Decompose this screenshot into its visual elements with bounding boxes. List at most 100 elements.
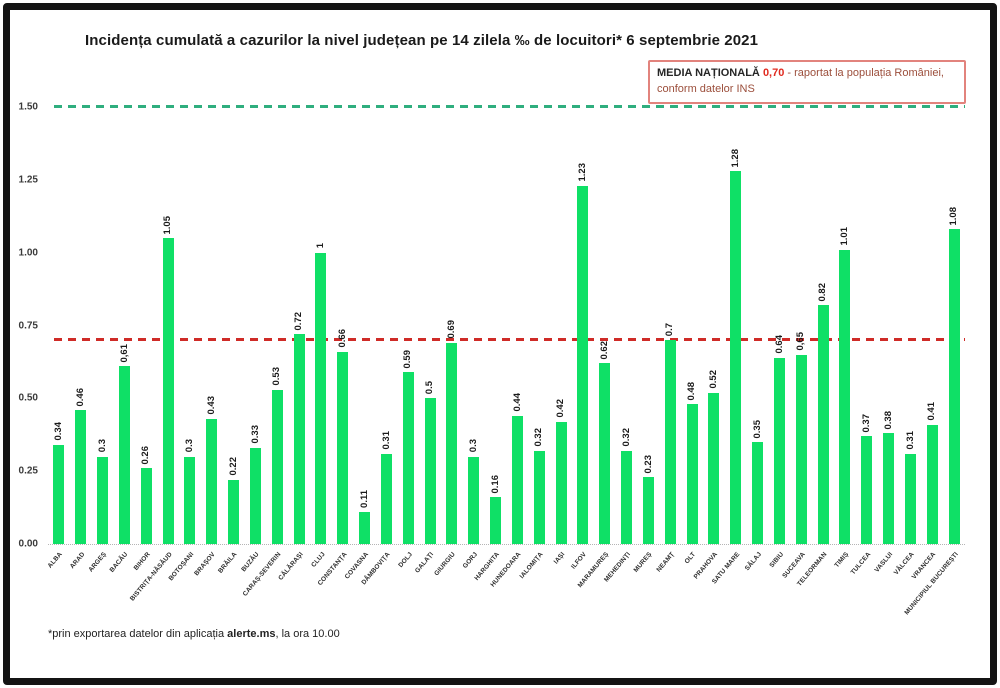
- bar-value-label: 1.28: [729, 148, 741, 168]
- y-axis-tick-label: 1.50: [18, 101, 38, 113]
- bar: [446, 342, 458, 544]
- national-average-line-0-70: [54, 338, 965, 342]
- bar-value-label: 0.23: [642, 454, 654, 474]
- chart-frame: Incidența cumulată a cazurilor la nivel …: [3, 3, 997, 685]
- footnote: *prin exportarea datelor din aplicația a…: [48, 628, 340, 640]
- bar: [926, 424, 938, 544]
- bar-value-label: 0.42: [555, 399, 567, 418]
- bar-value-label: 0.3: [467, 439, 479, 453]
- y-axis-tick-label: 0.75: [18, 320, 38, 331]
- bar: [599, 363, 611, 544]
- bar-value-label: 0.72: [293, 311, 305, 331]
- bar: [97, 456, 109, 544]
- bar-group: 1.01: [834, 107, 856, 544]
- bar: [839, 249, 851, 544]
- bar-value-label: 0.41: [926, 402, 938, 421]
- x-axis: ALBA ARAD ARGEȘ BACĂU BIHOR BISTRIȚA-NĂSĂUD BO…: [47, 544, 965, 616]
- bar-value-label: 0.37: [860, 413, 872, 433]
- bar-group: 0.32: [616, 107, 638, 544]
- bar-value-label: 0.32: [533, 428, 545, 447]
- bar-group: 0.38: [878, 107, 900, 544]
- bar-value-label: 0.7: [664, 322, 676, 337]
- bar-value-label: 0,65: [795, 332, 807, 351]
- bar: [293, 334, 305, 544]
- bar-group: 0.48: [681, 107, 703, 544]
- bar: [118, 366, 130, 544]
- bar-value-label: 0.5: [424, 381, 436, 395]
- bar-value-label: 0.38: [882, 410, 894, 430]
- x-axis-label: ALBA: [47, 551, 65, 570]
- bar-group: 0.46: [70, 107, 92, 544]
- bar-group: 0.11: [354, 107, 376, 544]
- bar-group: 0.16: [485, 107, 507, 544]
- bar: [686, 404, 698, 544]
- x-axis-label-wrap: DOLJ: [397, 544, 419, 614]
- bar: [359, 511, 371, 544]
- bar-group: 0.82: [812, 107, 834, 544]
- bar-group: 1.28: [725, 107, 747, 544]
- bar: [140, 468, 152, 544]
- bar-value-label: 0.69: [446, 320, 458, 339]
- bar: [577, 185, 589, 544]
- footnote-app-name: alerte.ms: [227, 628, 276, 640]
- bar-value-label: 0.35: [751, 419, 763, 439]
- bar: [75, 410, 87, 544]
- x-axis-label: TIMIȘ: [833, 551, 851, 570]
- bar: [380, 453, 392, 544]
- bar: [664, 340, 676, 544]
- bar-group: 0.26: [135, 107, 157, 544]
- bar: [948, 229, 960, 544]
- footnote-prefix: *prin exportarea datelor din aplicația: [48, 628, 228, 640]
- bar-group: 0.7: [659, 107, 681, 544]
- bar-group: 0.22: [223, 107, 245, 544]
- x-axis-label-wrap: ARGEȘ: [87, 544, 114, 614]
- x-axis-label-wrap: MEHEDINȚI: [603, 544, 638, 614]
- bar-group: 0.42: [550, 107, 572, 544]
- bar: [249, 447, 261, 544]
- x-axis-label: ARAD: [68, 551, 87, 571]
- x-axis-label: BUZĂU: [240, 551, 261, 574]
- bar-value-label: 1.23: [577, 163, 589, 182]
- x-axis-label-wrap: GALAȚI: [414, 544, 441, 614]
- bar-group: 0.5: [419, 107, 441, 544]
- x-axis-label-wrap: HUNEDOARA: [490, 544, 529, 614]
- x-axis-label-wrap: BACĂU: [109, 544, 136, 614]
- bar-value-label: 1: [315, 243, 327, 249]
- bar: [228, 479, 240, 544]
- x-axis-label-wrap: BOTOȘANI: [167, 544, 201, 614]
- bar-group: 0.66: [332, 107, 354, 544]
- bar-value-label: 0.82: [817, 282, 829, 302]
- bar: [883, 433, 895, 544]
- bar-group: 0.64: [769, 107, 791, 544]
- y-axis-tick-label: 0.25: [18, 465, 38, 477]
- bar-group: 0.62: [594, 107, 616, 544]
- x-axis-label-wrap: TULCEA: [849, 544, 878, 614]
- bar-value-label: 0.53: [271, 367, 283, 386]
- x-axis-label: SIBIU: [767, 551, 785, 570]
- bar-value-label: 0.11: [358, 490, 370, 508]
- x-axis-label-wrap: MUNICIPIUL BUCUREȘTI: [903, 544, 965, 616]
- x-axis-label-wrap: SĂLAJ: [744, 544, 769, 614]
- bar-value-label: 0.64: [773, 335, 785, 354]
- x-axis-label-wrap: TIMIȘ: [833, 544, 856, 614]
- x-axis-label: CLUJ: [309, 551, 327, 569]
- bar-group: 1.05: [157, 107, 179, 544]
- bar-value-label: 0.3: [184, 439, 196, 453]
- footnote-suffix: , la ora 10.00: [275, 628, 340, 640]
- bar: [773, 357, 785, 544]
- x-axis-label-wrap: DÂMBOVIȚA: [361, 544, 398, 614]
- bar-value-label: 0.16: [489, 474, 501, 494]
- x-axis-label-wrap: IALOMIȚA: [519, 544, 550, 614]
- bar-group: 0.35: [747, 107, 769, 544]
- bar-group: 0.3: [179, 107, 201, 544]
- bar-value-label: 0.22: [227, 457, 239, 476]
- bar-value-label: 0.31: [380, 431, 392, 450]
- legend-value: 0,70: [762, 67, 785, 79]
- y-axis-tick-label: 1.00: [18, 247, 38, 259]
- bar: [337, 351, 349, 544]
- y-axis: 0.00 0.25 0.50 0.75 1.00 1.25 1.50: [10, 102, 42, 550]
- bar-value-label: 0.26: [140, 445, 152, 465]
- bar-value-label: 0.62: [598, 340, 610, 360]
- x-axis-label-wrap: GORJ: [462, 544, 485, 614]
